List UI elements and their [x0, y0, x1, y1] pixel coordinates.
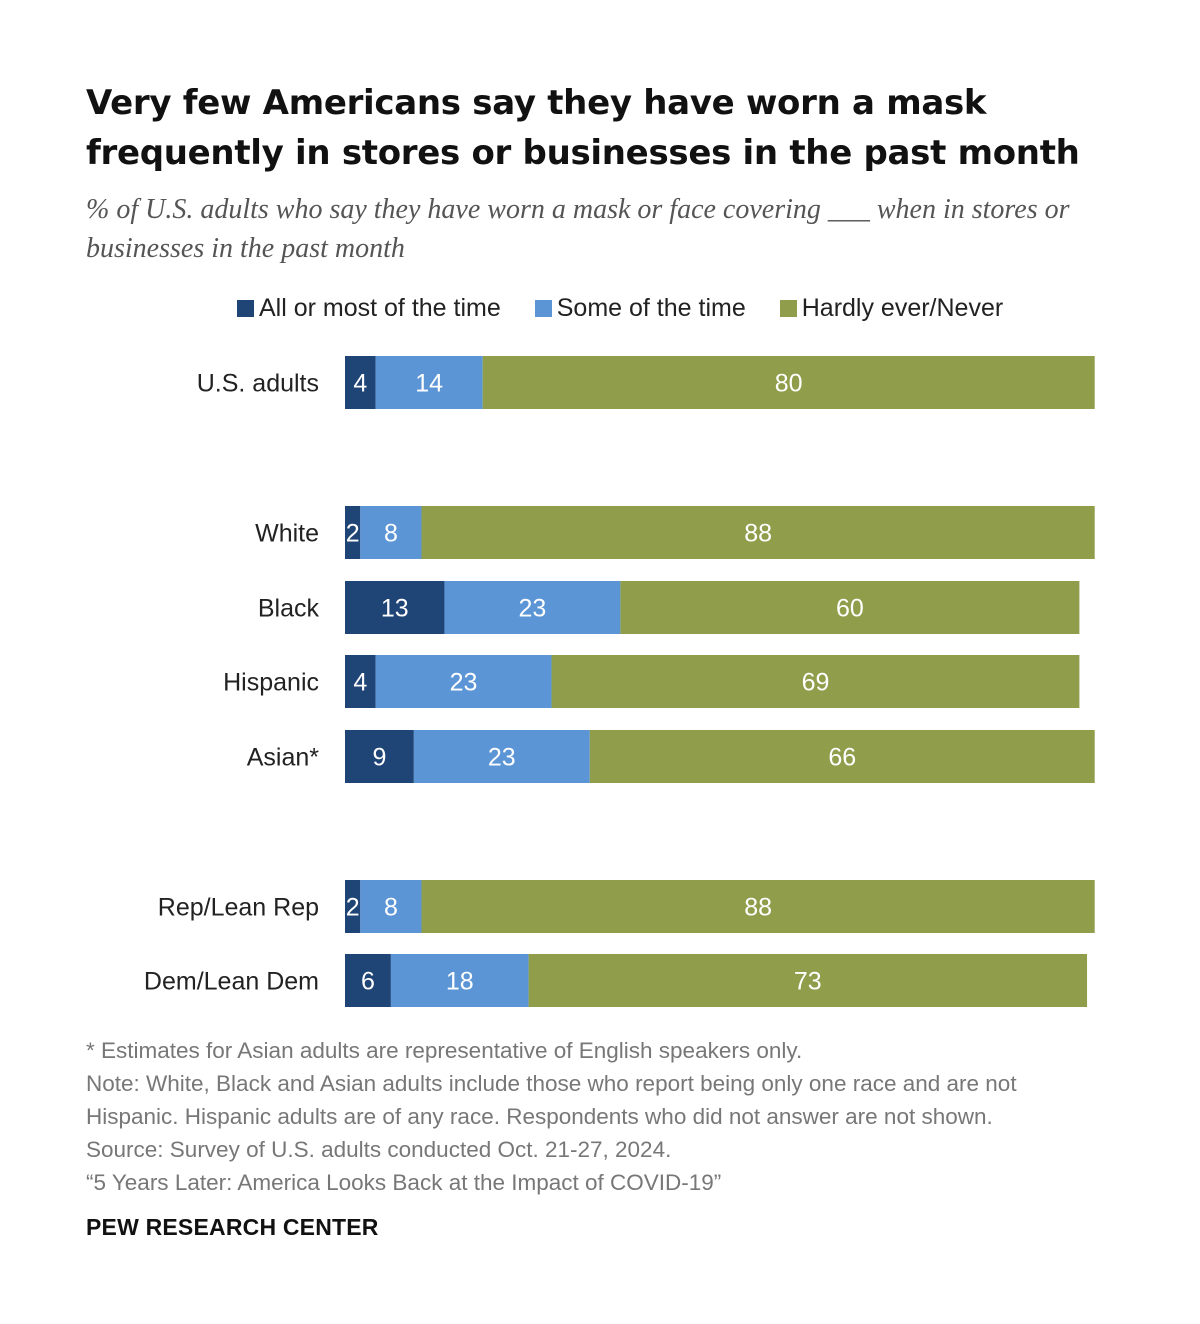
data-label-u-s-adults-some-of-the-time: 14 [415, 370, 443, 398]
bar-segment-black-hardly-ever-never [620, 581, 1080, 634]
note-source: Source: Survey of U.S. adults conducted … [86, 1137, 672, 1162]
category-label-white: White [255, 520, 319, 548]
legend-item-hardly-ever: Hardly ever/Never [779, 293, 1004, 323]
category-label-u-s-adults: U.S. adults [197, 370, 319, 398]
data-label-rep-lean-rep-all-or-most-of-the-time: 2 [346, 894, 360, 922]
category-label-black: Black [258, 595, 320, 623]
chart-subtitle: % of U.S. adults who say they have worn … [86, 194, 1070, 264]
note-race-line-1: Note: White, Black and Asian adults incl… [86, 1071, 1017, 1096]
bar-segment-asian-all-or-most-of-the-time [345, 730, 414, 783]
note-report-title: “5 Years Later: America Looks Back at th… [86, 1170, 722, 1195]
legend-swatch-hardly-ever [779, 299, 797, 317]
data-label-dem-lean-dem-hardly-ever-never: 73 [794, 968, 822, 996]
note-race-line-2: Hispanic. Hispanic adults are of any rac… [86, 1104, 993, 1129]
bar-segment-asian-hardly-ever-never [589, 730, 1095, 783]
data-label-white-hardly-ever-never: 88 [744, 520, 772, 548]
legend-label-some: Some of the time [556, 293, 746, 322]
chart-notes: * Estimates for Asian adults are represe… [86, 1034, 1146, 1199]
data-label-white-some-of-the-time: 8 [384, 520, 398, 548]
chart-title: Very few Americans say they have worn a … [86, 83, 1080, 173]
legend-item-some: Some of the time [534, 293, 746, 323]
data-label-dem-lean-dem-all-or-most-of-the-time: 6 [361, 968, 375, 996]
bar-segment-u-s-adults-some-of-the-time [375, 356, 483, 409]
data-label-asian-hardly-ever-never: 66 [828, 744, 856, 772]
legend-label-all-or-most: All or most of the time [259, 293, 501, 322]
category-label-asian: Asian* [247, 744, 320, 772]
legend-swatch-all-or-most [237, 299, 254, 317]
data-label-rep-lean-rep-hardly-ever-never: 88 [744, 894, 772, 922]
bar-segment-rep-lean-rep-all-or-most-of-the-time [345, 880, 361, 933]
legend-swatch-some [534, 299, 552, 317]
data-label-black-hardly-ever-never: 60 [836, 595, 864, 623]
note-asian: * Estimates for Asian adults are represe… [86, 1038, 803, 1063]
bar-segment-white-hardly-ever-never [421, 506, 1095, 559]
data-label-black-some-of-the-time: 23 [519, 595, 547, 623]
bar-segment-hispanic-all-or-most-of-the-time [345, 655, 376, 708]
bar-segment-dem-lean-dem-hardly-ever-never [528, 954, 1088, 1007]
bar-segment-hispanic-hardly-ever-never [551, 655, 1080, 708]
data-label-u-s-adults-hardly-ever-never: 80 [775, 370, 803, 398]
legend-label-hardly-ever: Hardly ever/Never [801, 293, 1004, 322]
bar-segment-black-all-or-most-of-the-time [345, 581, 445, 634]
data-label-black-all-or-most-of-the-time: 13 [381, 595, 409, 623]
legend-item-all-or-most: All or most of the time [237, 294, 501, 323]
bar-segment-dem-lean-dem-some-of-the-time [390, 954, 529, 1007]
bar-segment-white-all-or-most-of-the-time [345, 506, 361, 559]
data-label-hispanic-some-of-the-time: 23 [450, 669, 478, 697]
data-label-rep-lean-rep-some-of-the-time: 8 [384, 894, 398, 922]
bar-segment-hispanic-some-of-the-time [375, 655, 552, 708]
category-label-rep-lean-rep: Rep/Lean Rep [158, 894, 319, 922]
data-label-asian-some-of-the-time: 23 [488, 744, 516, 772]
category-label-hispanic: Hispanic [223, 669, 319, 697]
data-label-asian-all-or-most-of-the-time: 9 [372, 744, 386, 772]
bar-segment-u-s-adults-all-or-most-of-the-time [345, 356, 376, 409]
category-label-dem-lean-dem: Dem/Lean Dem [144, 968, 319, 996]
pew-research-center-logo: PEW RESEARCH CENTER [86, 1214, 379, 1240]
bar-segment-white-some-of-the-time [360, 506, 422, 559]
data-label-hispanic-hardly-ever-never: 69 [802, 669, 830, 697]
bar-segment-asian-some-of-the-time [413, 730, 590, 783]
bar-segment-dem-lean-dem-all-or-most-of-the-time [345, 954, 391, 1007]
data-label-dem-lean-dem-some-of-the-time: 18 [446, 968, 474, 996]
bar-segment-rep-lean-rep-some-of-the-time [360, 880, 422, 933]
bar-segment-rep-lean-rep-hardly-ever-never [421, 880, 1095, 933]
data-label-white-all-or-most-of-the-time: 2 [346, 520, 360, 548]
data-label-u-s-adults-all-or-most-of-the-time: 4 [353, 370, 367, 398]
bar-segment-u-s-adults-hardly-ever-never [482, 356, 1095, 409]
legend: All or most of the time Some of the time… [237, 290, 1003, 326]
data-label-hispanic-all-or-most-of-the-time: 4 [353, 669, 367, 697]
bar-segment-black-some-of-the-time [444, 581, 621, 634]
